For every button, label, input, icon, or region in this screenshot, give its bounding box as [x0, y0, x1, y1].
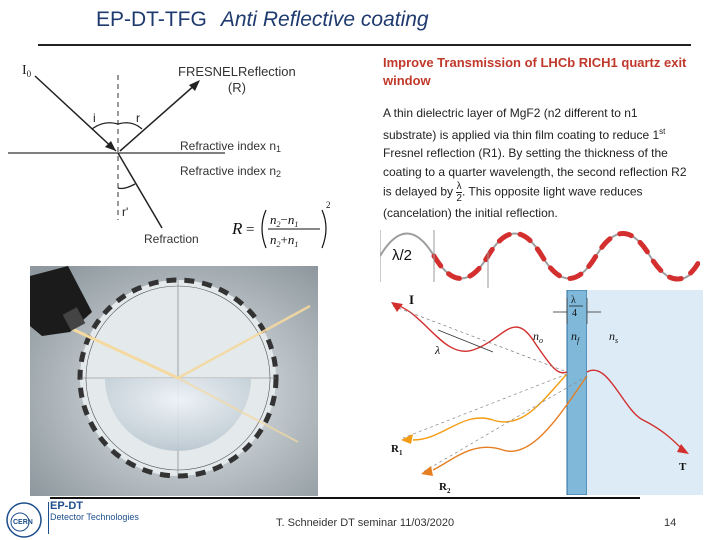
refractive-index-n2-label: Refractive index n2 [180, 164, 281, 179]
incident-light-beam [69, 326, 179, 380]
refraction-experiment-photo [30, 266, 318, 496]
transmitted-label: T [679, 461, 687, 473]
wave-cancellation-illustration [380, 230, 700, 288]
refractive-index-n1-label: Refractive index n1 [180, 139, 281, 154]
quarter-wave-num: λ [571, 295, 576, 306]
fresnel-r-text: (R) [227, 80, 246, 95]
refracted-ray [117, 152, 163, 229]
svg-text:n2−n1: n2−n1 [270, 212, 298, 229]
svg-text:=: = [246, 222, 254, 238]
fresnel-formula: R = n2−n1 n2+n1 2 [231, 200, 331, 249]
title-divider [38, 44, 691, 46]
svg-text:R: R [231, 219, 243, 238]
thin-film-diagram: λ 4 λ I no nf ns R1 R2 T [383, 290, 703, 495]
incident-arrowhead [105, 141, 116, 151]
page-number: 14 [664, 517, 677, 529]
angle-r-prime-arc [117, 183, 136, 190]
cern-logo-icon: CERN [6, 502, 42, 538]
quarter-wave-den: 4 [572, 308, 577, 319]
refracted-light-beam [177, 377, 299, 443]
shifted-wave [431, 231, 700, 282]
svg-text:n2+n1: n2+n1 [270, 232, 298, 249]
fresnel-reflection-label: FRESNELReflection (R) [178, 64, 296, 96]
title-main: EP-DT-TFG [96, 8, 207, 31]
reflected-light-beam [177, 304, 311, 380]
r2-label: R2 [439, 481, 451, 495]
angle-r-prime-label: r' [122, 205, 128, 219]
wavelength-label: λ [434, 343, 440, 357]
incident-ray [34, 75, 117, 152]
reflected-wave-r1 [412, 373, 568, 441]
angle-i-arc [91, 122, 119, 130]
department-logo: EP-DT Detector Technologies [50, 500, 139, 522]
ns-label: ns [609, 329, 618, 345]
n0-label: no [533, 329, 543, 345]
section-heading: Improve Transmission of LHCb RICH1 quart… [383, 55, 687, 88]
semicircular-glass-block [105, 378, 251, 451]
reflected-arrowhead [189, 80, 200, 91]
half-wavelength-label: λ/2 [392, 247, 413, 264]
footer-citation: T. Schneider DT seminar 11/03/2020 [276, 517, 455, 529]
substrate-region [587, 290, 703, 495]
r1-label: R1 [391, 443, 403, 457]
description-paragraph: A thin dielectric layer of MgF2 (n2 diff… [383, 106, 687, 220]
page-title: EP-DT-TFG Anti Reflective coating [96, 8, 429, 32]
department-name: EP-DT [50, 500, 83, 512]
logo-separator [48, 502, 49, 534]
fresnel-reflection-text: FRESNELReflection [178, 64, 296, 79]
reflected-wave-r2 [432, 375, 588, 471]
film-layer [566, 290, 588, 495]
incident-wave [392, 303, 568, 374]
department-full-name: Detector Technologies [50, 512, 139, 522]
footer-divider [50, 497, 640, 499]
svg-text:CERN: CERN [13, 519, 33, 526]
svg-text:2: 2 [326, 200, 331, 210]
angle-r-label: r [136, 111, 140, 125]
incident-label: I [409, 292, 414, 307]
incident-intensity-label: I0 [22, 63, 32, 79]
title-subtitle: Anti Reflective coating [220, 8, 429, 31]
reflection-diagram: I0 i r Refractive index n1 Refractive in… [8, 63, 331, 249]
nf-label: nf [571, 329, 581, 345]
refraction-label: Refraction [144, 232, 199, 246]
angle-r-arc [117, 122, 143, 130]
reflected-ray [119, 83, 197, 152]
transmitted-wave [586, 369, 684, 451]
angle-i-label: i [93, 111, 96, 125]
